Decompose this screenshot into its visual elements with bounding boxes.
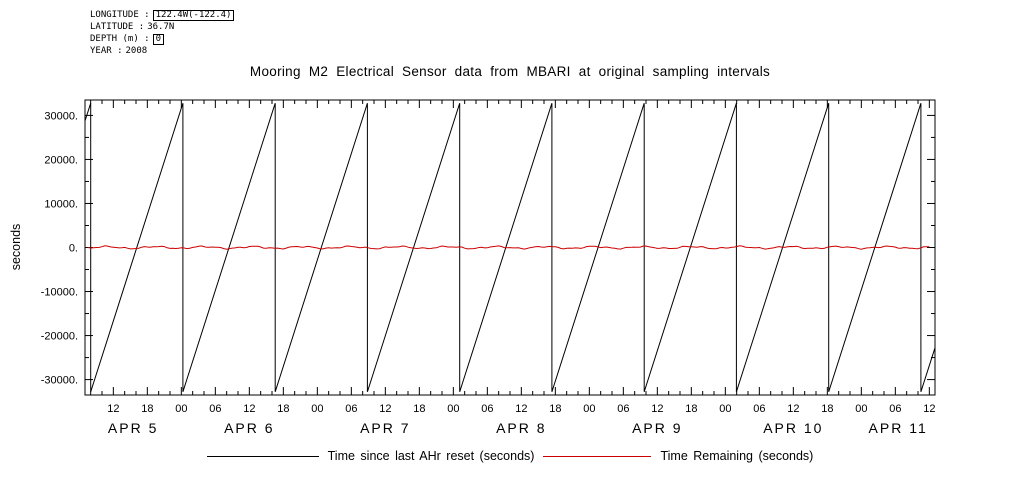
x-tick-label: 12: [243, 403, 255, 415]
x-tick-label: 18: [549, 403, 561, 415]
legend-line-time-remaining: [543, 455, 652, 457]
x-tick-label: 12: [107, 403, 119, 415]
x-tick-label: 12: [651, 403, 663, 415]
x-tick-label: 12: [923, 403, 935, 415]
y-axis-label: seconds: [9, 223, 23, 271]
metadata-block: LONGITUDE : 122.4W(-122.4) LATITUDE : 36…: [90, 10, 235, 58]
x-tick-label: 18: [821, 403, 833, 415]
metadata-longitude: LONGITUDE : 122.4W(-122.4): [90, 10, 235, 21]
year-label: YEAR :: [90, 46, 123, 56]
x-tick-label: 00: [311, 403, 323, 415]
x-tick-label: 18: [685, 403, 697, 415]
x-day-label: APR 11: [869, 420, 928, 436]
x-day-label: APR 9: [632, 420, 682, 436]
x-tick-label: 06: [889, 403, 901, 415]
x-tick-label: 18: [413, 403, 425, 415]
longitude-value: 122.4W(-122.4): [152, 10, 235, 21]
x-tick-label: 06: [345, 403, 357, 415]
x-tick-label: 06: [617, 403, 629, 415]
x-tick-label: 00: [719, 403, 731, 415]
legend-line-sawtooth: [206, 455, 319, 457]
metadata-year: YEAR : 2008: [90, 47, 234, 56]
x-day-label: APR 6: [224, 420, 274, 436]
x-tick-label: 00: [447, 403, 459, 415]
latitude-value: 36.7N: [147, 22, 175, 32]
x-tick-label: 18: [141, 403, 153, 415]
x-tick-label: 06: [209, 403, 221, 415]
x-day-label: APR 5: [108, 420, 158, 436]
x-tick-label: 12: [787, 403, 799, 415]
x-tick-label: 06: [753, 403, 765, 415]
chart-title: Mooring M2 Electrical Sensor data from M…: [249, 64, 771, 79]
y-tick-label: 10000.: [44, 198, 78, 210]
y-tick-label: 0.: [69, 243, 78, 255]
metadata-latitude: LATITUDE : 36.7N: [90, 23, 234, 32]
metadata-depth: DEPTH (m) : 0: [90, 34, 234, 45]
x-day-label: APR 7: [360, 420, 410, 436]
x-day-label: APR 10: [763, 420, 823, 436]
longitude-label: LONGITUDE :: [90, 10, 150, 20]
legend-label-time-remaining: Time Remaining (seconds): [660, 449, 814, 463]
latitude-label: LATITUDE :: [90, 22, 145, 32]
x-tick-label: 12: [515, 403, 527, 415]
depth-value: 0: [152, 34, 165, 45]
x-tick-label: 12: [379, 403, 391, 415]
y-tick-label: -30000.: [41, 375, 78, 387]
chart-legend: Time since last AHr reset (seconds) Time…: [85, 449, 935, 463]
x-tick-label: 00: [175, 403, 187, 415]
y-tick-label: -10000.: [41, 287, 78, 299]
year-value: 2008: [125, 46, 148, 56]
x-tick-label: 18: [277, 403, 289, 415]
y-tick-label: 30000.: [44, 110, 78, 122]
x-tick-label: 06: [481, 403, 493, 415]
legend-label-sawtooth: Time since last AHr reset (seconds): [327, 449, 535, 463]
x-tick-label: 00: [855, 403, 867, 415]
series-time-remaining: [87, 245, 930, 250]
x-day-label: APR 8: [496, 420, 546, 436]
y-tick-label: 20000.: [44, 154, 78, 166]
depth-label: DEPTH (m) :: [90, 34, 150, 44]
y-tick-label: -20000.: [41, 331, 78, 343]
x-tick-label: 00: [583, 403, 595, 415]
